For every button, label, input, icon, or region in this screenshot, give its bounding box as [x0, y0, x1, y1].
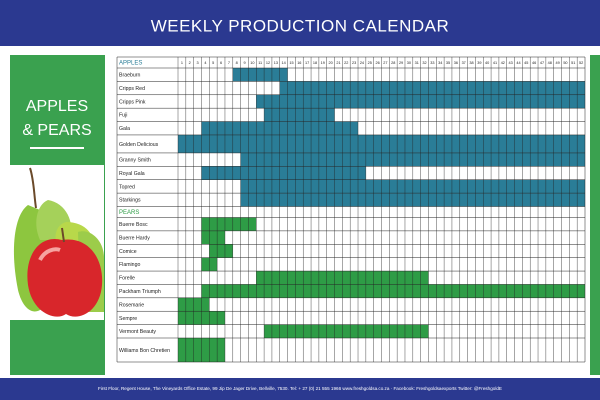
- week-label: 49: [555, 61, 559, 65]
- row-label: Buerre Hardy: [119, 235, 150, 241]
- week-label: 22: [344, 61, 348, 65]
- footer-bar: [0, 378, 600, 400]
- row-label: Rosemarie: [119, 302, 144, 308]
- week-label: 37: [462, 61, 466, 65]
- page-title: WEEKLY PRODUCTION CALENDAR: [151, 16, 450, 35]
- week-label: 52: [579, 61, 583, 65]
- week-label: 2: [189, 61, 191, 65]
- production-bar: [201, 166, 366, 180]
- production-bar: [201, 230, 225, 245]
- row-label: Buerre Bosc: [119, 222, 148, 228]
- week-label: 25: [368, 61, 372, 65]
- week-label: 43: [509, 61, 513, 65]
- week-label: 27: [383, 61, 387, 65]
- week-label: 4: [204, 61, 206, 65]
- row-label: Forelle: [119, 276, 135, 282]
- row-label: Gala: [119, 126, 130, 132]
- week-label: 9: [243, 61, 245, 65]
- week-label: 16: [297, 61, 301, 65]
- week-label: 24: [360, 61, 364, 65]
- row-label: Sempre: [119, 316, 137, 322]
- week-label: 5: [212, 61, 214, 65]
- production-bar: [279, 81, 585, 95]
- week-label: 13: [274, 61, 278, 65]
- week-label: 35: [446, 61, 450, 65]
- week-label: 11: [258, 61, 262, 65]
- week-label: 19: [321, 61, 325, 65]
- production-bar: [209, 244, 233, 258]
- week-label: 14: [282, 61, 286, 65]
- week-label: 7: [228, 61, 230, 65]
- row-label: Starkings: [119, 198, 141, 204]
- panel-title-line: & PEARS: [22, 122, 91, 139]
- footer-text: First Floor, Regent House, The Vineyards…: [98, 386, 502, 391]
- week-label: 51: [571, 61, 575, 65]
- row-label: Packham Triumph: [119, 289, 161, 295]
- week-label: 23: [352, 61, 356, 65]
- side-strip: [590, 55, 600, 375]
- week-label: 28: [391, 61, 395, 65]
- row-label: Cripps Red: [119, 86, 145, 92]
- row-label: Cripps Pink: [119, 99, 146, 105]
- week-label: 50: [563, 61, 567, 65]
- week-label: 33: [430, 61, 434, 65]
- week-label: 42: [501, 61, 505, 65]
- week-label: 47: [540, 61, 544, 65]
- week-label: 18: [313, 61, 317, 65]
- week-label: 32: [422, 61, 426, 65]
- week-label: 29: [399, 61, 403, 65]
- calendar-table: APPLES 1 2 3 4 5 6 7 8 9 10 11 12 13 14 15 16 17 18 19 20 21 2…: [116, 56, 586, 363]
- row-label: Fuji: [119, 113, 127, 119]
- week-label: 1: [181, 61, 183, 65]
- row-label: Royal Gala: [119, 171, 145, 177]
- row-label: Comice: [119, 249, 137, 255]
- row-label: Golden Delicious: [119, 142, 159, 148]
- week-label: 39: [477, 61, 481, 65]
- week-label: 44: [516, 61, 520, 65]
- week-label: 6: [220, 61, 222, 65]
- week-label: 40: [485, 61, 489, 65]
- week-label: 21: [336, 61, 340, 65]
- week-label: 10: [250, 61, 254, 65]
- production-bar: [264, 324, 429, 338]
- row-label: Granny Smith: [119, 158, 151, 164]
- production-bar: [201, 217, 257, 231]
- header-bar: [0, 0, 600, 46]
- week-label: 46: [532, 61, 536, 65]
- row-label: Topred: [119, 184, 135, 190]
- section-label: PEARS: [119, 210, 139, 216]
- section-label: APPLES: [119, 61, 142, 67]
- week-label: 12: [266, 61, 270, 65]
- week-label: 45: [524, 61, 528, 65]
- week-label: 26: [375, 61, 379, 65]
- week-label: 48: [548, 61, 552, 65]
- production-bar: [232, 68, 288, 82]
- fruit-photo: [10, 165, 104, 320]
- row-label: Williams Bon Chretien: [119, 348, 170, 354]
- row-label: Vermont Beauty: [119, 329, 156, 335]
- week-label: 36: [454, 61, 458, 65]
- week-label: 31: [415, 61, 419, 65]
- row-label: Flamingo: [119, 262, 140, 268]
- week-label: 38: [469, 61, 473, 65]
- week-label: 41: [493, 61, 497, 65]
- production-bar: [264, 108, 335, 122]
- week-label: 34: [438, 61, 442, 65]
- week-label: 20: [329, 61, 333, 65]
- week-label: 30: [407, 61, 411, 65]
- week-label: 17: [305, 61, 309, 65]
- row-label: Braeburn: [119, 73, 140, 79]
- week-label: 3: [197, 61, 199, 65]
- production-bar: [201, 284, 585, 298]
- panel-title-line: APPLES: [26, 98, 88, 115]
- week-label: 8: [236, 61, 238, 65]
- week-label: 15: [289, 61, 293, 65]
